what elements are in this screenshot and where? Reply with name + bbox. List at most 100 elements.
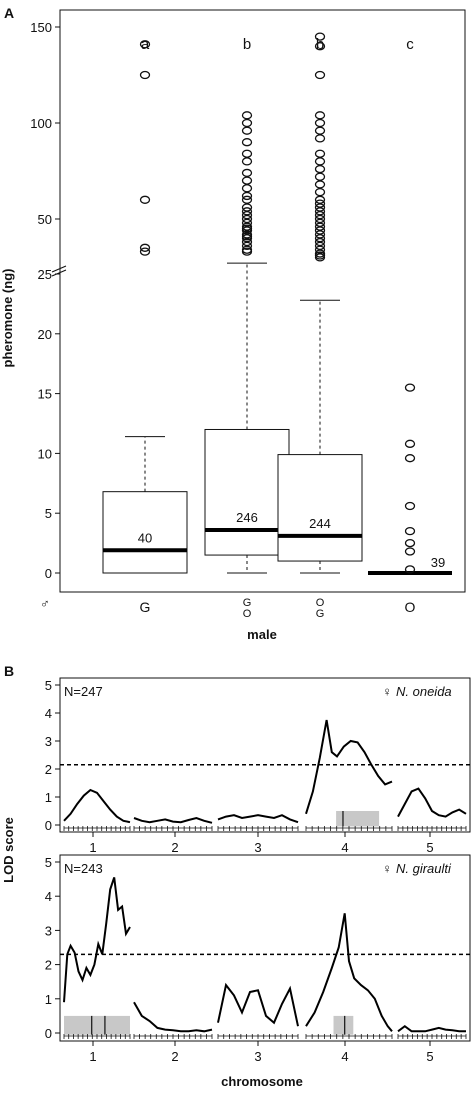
chromosome-label: 5 (426, 1049, 433, 1064)
outlier-point (241, 203, 253, 212)
y-tick-label: 100 (30, 116, 52, 131)
genotype-label-top: O (316, 597, 325, 609)
outlier-point (314, 126, 326, 135)
outlier-point (241, 157, 253, 166)
y-tick-label: 5 (45, 855, 52, 870)
y-tick-label: 0 (45, 566, 52, 581)
outlier-point (241, 211, 253, 220)
outlier-point (314, 230, 326, 239)
outlier-point (314, 187, 326, 197)
outlier-point (139, 70, 151, 80)
outlier-point (241, 241, 253, 251)
outlier-point (241, 118, 253, 128)
lod-curve-chr5 (397, 787, 467, 818)
lod-curve-chr5 (397, 1024, 466, 1033)
y-tick-label: 15 (38, 387, 52, 402)
plot-frame (59, 854, 471, 1042)
sample-size-label: 40 (138, 530, 152, 545)
axis-break-mark (51, 269, 67, 277)
genotype-label: G (140, 599, 151, 615)
outlier-point (404, 547, 416, 556)
outlier-point (404, 439, 416, 448)
panel-a-y-axis: 0 5 10 15 20 25 50 100 150 (30, 20, 67, 581)
sample-size-label: N=247 (64, 684, 103, 699)
panel-a-ylabel: pheromone (ng) (0, 269, 15, 368)
y-tick-label: 0 (45, 1026, 52, 1041)
iqr-box (102, 491, 188, 574)
chromosome-label: 4 (341, 1049, 348, 1064)
outlier-point (404, 383, 416, 392)
lod-curve-chr1 (63, 877, 131, 1003)
male-symbol: ♂ (40, 596, 50, 611)
y-tick-label: 5 (45, 678, 52, 693)
outlier-point (241, 230, 253, 239)
y-tick-label: 4 (45, 706, 52, 721)
lod-curve-chr2 (133, 1001, 213, 1033)
y-tick-label: 4 (45, 889, 52, 904)
genotype-label-top: G (243, 597, 252, 609)
female-symbol: ♀ (382, 684, 392, 699)
outlier-point (404, 501, 416, 511)
significance-letter: a (141, 36, 150, 53)
y-tick-label: 20 (38, 327, 52, 342)
lod-plot-oneida: 0 1 2 3 4 5 1 2 3 4 5 N=247 ♀ N. oneida (45, 677, 471, 855)
outlier-point (241, 237, 253, 247)
lod-curve-chr3 (217, 982, 299, 1027)
outlier-point (314, 172, 326, 181)
outlier-point (314, 214, 326, 224)
y-tick-label: 3 (45, 923, 52, 938)
outlier-point (404, 538, 416, 548)
outlier-point (314, 149, 326, 158)
confidence-interval-box (333, 1015, 354, 1035)
female-symbol: ♀ (382, 861, 392, 876)
outlier-point (241, 222, 253, 231)
sample-size-label: 244 (309, 516, 331, 531)
y-tick-label: 5 (45, 506, 52, 521)
outlier-point (404, 454, 416, 463)
outlier-point (314, 222, 326, 231)
outlier-point (241, 176, 253, 185)
outlier-point (314, 211, 326, 220)
outlier-point (241, 218, 253, 227)
outlier-point (314, 207, 326, 216)
outlier-point (314, 70, 326, 80)
outlier-point (139, 40, 151, 49)
outlier-point (314, 199, 326, 208)
y-tick-label: 2 (45, 762, 52, 777)
outlier-point (241, 207, 253, 216)
confidence-interval-box (64, 1015, 130, 1035)
outlier-point (241, 214, 253, 224)
axis-break-mark (51, 265, 67, 273)
outlier-point (314, 237, 326, 247)
y-tick-label: 1 (45, 790, 52, 805)
outlier-point (314, 234, 326, 243)
outlier-point (314, 195, 326, 204)
significance-letter: b (243, 36, 251, 53)
panel-b-label: B (4, 663, 14, 679)
chromosome-label: 1 (89, 840, 96, 855)
genotype-label: O (405, 599, 416, 615)
significance-letter: c (406, 36, 414, 53)
y-tick-label: 3 (45, 734, 52, 749)
outlier-point (139, 247, 151, 256)
outlier-point (139, 243, 151, 252)
outlier-point (241, 149, 253, 158)
lod-curve-chr1 (63, 788, 131, 824)
chromosome-label: 2 (171, 1049, 178, 1064)
genotype-label-bottom: O (243, 608, 252, 620)
outlier-point (314, 157, 326, 166)
outlier-point (314, 42, 326, 51)
outlier-point (314, 118, 326, 128)
lod-curve-chr2 (133, 816, 213, 824)
outlier-point (314, 164, 326, 174)
plot-frame (59, 677, 471, 833)
outlier-point (314, 180, 326, 189)
chromosome-label: 3 (254, 840, 261, 855)
chromosome-label: 3 (254, 1049, 261, 1064)
y-tick-label: 10 (38, 446, 52, 461)
outlier-point (241, 138, 253, 147)
lod-plot-giraulti: 0 1 2 3 4 5 1 2 3 4 5 N=243 ♀ N. giraulti (45, 854, 471, 1064)
outlier-point (314, 32, 326, 41)
chromosome-label: 2 (171, 840, 178, 855)
outlier-point (241, 245, 253, 254)
